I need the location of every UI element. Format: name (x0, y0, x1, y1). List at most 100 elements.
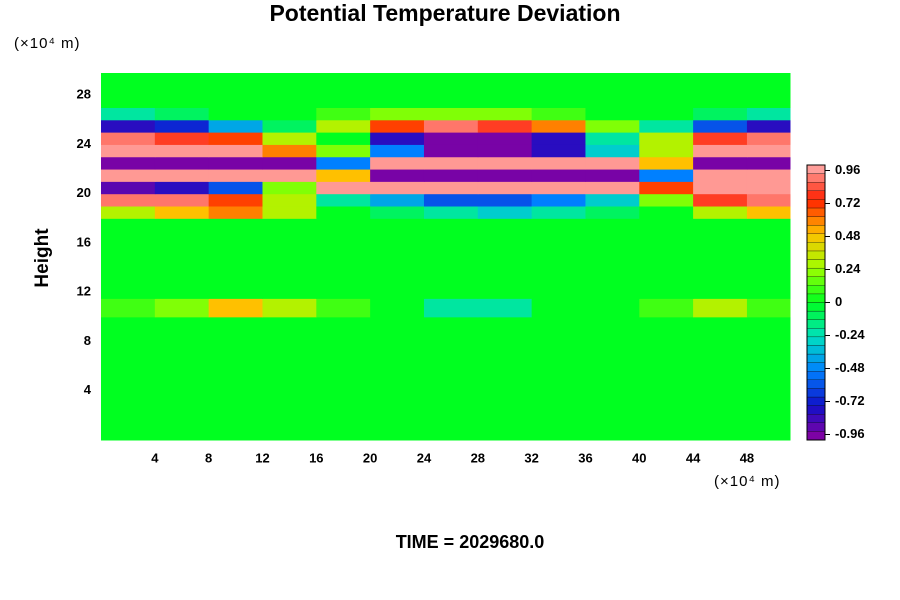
heat-cell (746, 107, 791, 121)
colorbar-tick-label: -0.96 (835, 426, 865, 441)
colorbar-swatch (806, 336, 826, 346)
heat-cell (746, 206, 791, 219)
x-tick-label: 44 (686, 450, 701, 465)
heat-cell (370, 73, 425, 108)
heat-cell (208, 218, 263, 299)
colorbar-swatch (806, 319, 826, 329)
heat-cell (746, 298, 791, 318)
heat-cell (262, 298, 317, 318)
heat-cell (585, 206, 640, 219)
heat-cell (477, 144, 533, 158)
heat-cell (477, 316, 533, 441)
colorbar-swatch (806, 199, 826, 209)
y-tick-label: 20 (77, 185, 91, 200)
heat-cell (154, 316, 210, 441)
heat-cell (423, 73, 479, 108)
y-tick-label: 16 (77, 234, 91, 249)
heat-cell (370, 193, 425, 207)
heat-cell (531, 132, 586, 145)
x-tick-label: 16 (309, 450, 323, 465)
heat-cell (423, 107, 479, 121)
heat-cell (316, 316, 371, 441)
heat-cell (316, 206, 371, 219)
colorbar-swatch (806, 207, 826, 217)
heat-cell (154, 169, 210, 182)
colorbar-swatch (806, 379, 826, 389)
heat-cell (423, 169, 479, 182)
colorbar-swatch (806, 267, 826, 277)
heat-cell (154, 156, 210, 170)
heat-cell (477, 181, 533, 195)
heat-cell (208, 73, 263, 108)
x-tick-label: 40 (632, 450, 646, 465)
heat-cell (370, 206, 425, 219)
colorbar-swatch (806, 276, 826, 286)
heat-cell (693, 132, 748, 145)
y-tick-label: 28 (77, 87, 91, 102)
heat-cell (101, 144, 156, 158)
heat-cell (639, 156, 694, 170)
x-tick-label: 28 (471, 450, 485, 465)
x-tick-label: 48 (740, 450, 754, 465)
heat-cell (262, 206, 317, 219)
heat-cell (746, 156, 791, 170)
heat-cell (477, 119, 533, 133)
y-tick-label: 4 (84, 382, 92, 397)
heat-cell (639, 316, 694, 441)
heat-cell (585, 193, 640, 207)
heat-cell (477, 107, 533, 121)
colorbar-swatch (806, 259, 826, 269)
colorbar-swatch (806, 242, 826, 252)
chart-title: Potential Temperature Deviation (269, 0, 620, 26)
heat-cell (154, 218, 210, 299)
heat-cell (370, 144, 425, 158)
heat-cell (316, 73, 371, 108)
heat-cell (423, 206, 479, 219)
heat-cell (477, 298, 533, 318)
heat-cell (262, 73, 317, 108)
heat-cell (316, 107, 371, 121)
heat-cell (154, 144, 210, 158)
heat-cell (262, 144, 317, 158)
colorbar-swatch (806, 293, 826, 303)
y-unit: (×10⁴ m) (14, 35, 81, 52)
heat-cell (262, 316, 317, 441)
heat-cell (101, 156, 156, 170)
heat-cell (639, 73, 694, 108)
heat-cell (531, 298, 586, 318)
heat-cell (316, 132, 371, 145)
heat-cell (639, 193, 694, 207)
y-tick-label: 8 (84, 333, 91, 348)
heat-cell (531, 119, 586, 133)
heat-cell (262, 181, 317, 195)
heat-cell (693, 218, 748, 299)
heat-cell (585, 144, 640, 158)
heat-cell (639, 169, 694, 182)
heat-cell (693, 169, 748, 182)
heat-cell (585, 316, 640, 441)
y-tick-label: 24 (77, 136, 92, 151)
heat-cell (208, 206, 263, 219)
colorbar-swatch (806, 396, 826, 406)
heat-cell (639, 144, 694, 158)
colorbar-swatch (806, 164, 826, 174)
heat-cell (477, 206, 533, 219)
heat-cell (639, 181, 694, 195)
heat-cell (531, 169, 586, 182)
heat-cell (154, 119, 210, 133)
heat-cell (154, 132, 210, 145)
heat-cell (477, 218, 533, 299)
heat-cell (746, 218, 791, 299)
heat-cell (477, 193, 533, 207)
heat-cell (101, 206, 156, 219)
heat-cell (531, 193, 586, 207)
heat-cell (746, 119, 791, 133)
colorbar-swatch (806, 225, 826, 234)
heat-cell (639, 298, 694, 318)
heat-cell (370, 107, 425, 121)
heat-cell (154, 181, 210, 195)
heat-cell (639, 119, 694, 133)
x-tick-label: 20 (363, 450, 377, 465)
colorbar-swatch (806, 173, 826, 183)
